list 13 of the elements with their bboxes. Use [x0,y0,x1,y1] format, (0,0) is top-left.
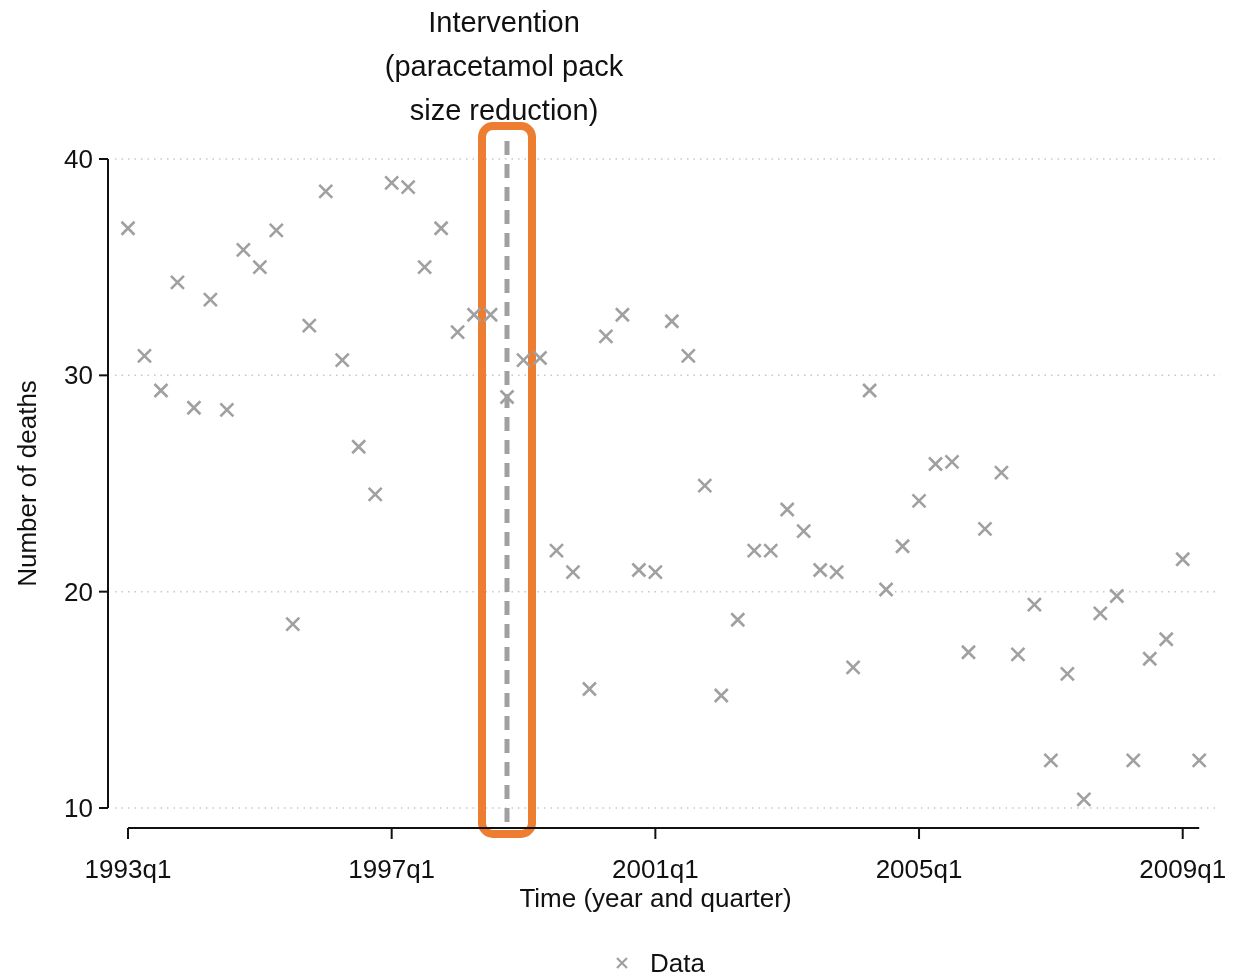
x-tick-label: 2005q1 [875,854,963,884]
x-tick-label: 2001q1 [611,854,699,884]
x-tick-label: 1997q1 [348,854,436,884]
y-tick-label: 10 [64,793,93,824]
y-tick-label: 20 [64,576,93,607]
legend-label: Data [650,948,706,976]
y-tick-label: 40 [64,144,93,175]
x-axis-title: Time (year and quarter) [519,883,792,913]
y-axis-title: Number of deaths [12,380,42,587]
x-tick-label: 2009q1 [1139,854,1227,884]
y-tick-label: 30 [64,360,93,391]
x-tick-label: 1993q1 [84,854,172,884]
text: Intervention (paracetamol pack size reduction) [384,6,624,126]
